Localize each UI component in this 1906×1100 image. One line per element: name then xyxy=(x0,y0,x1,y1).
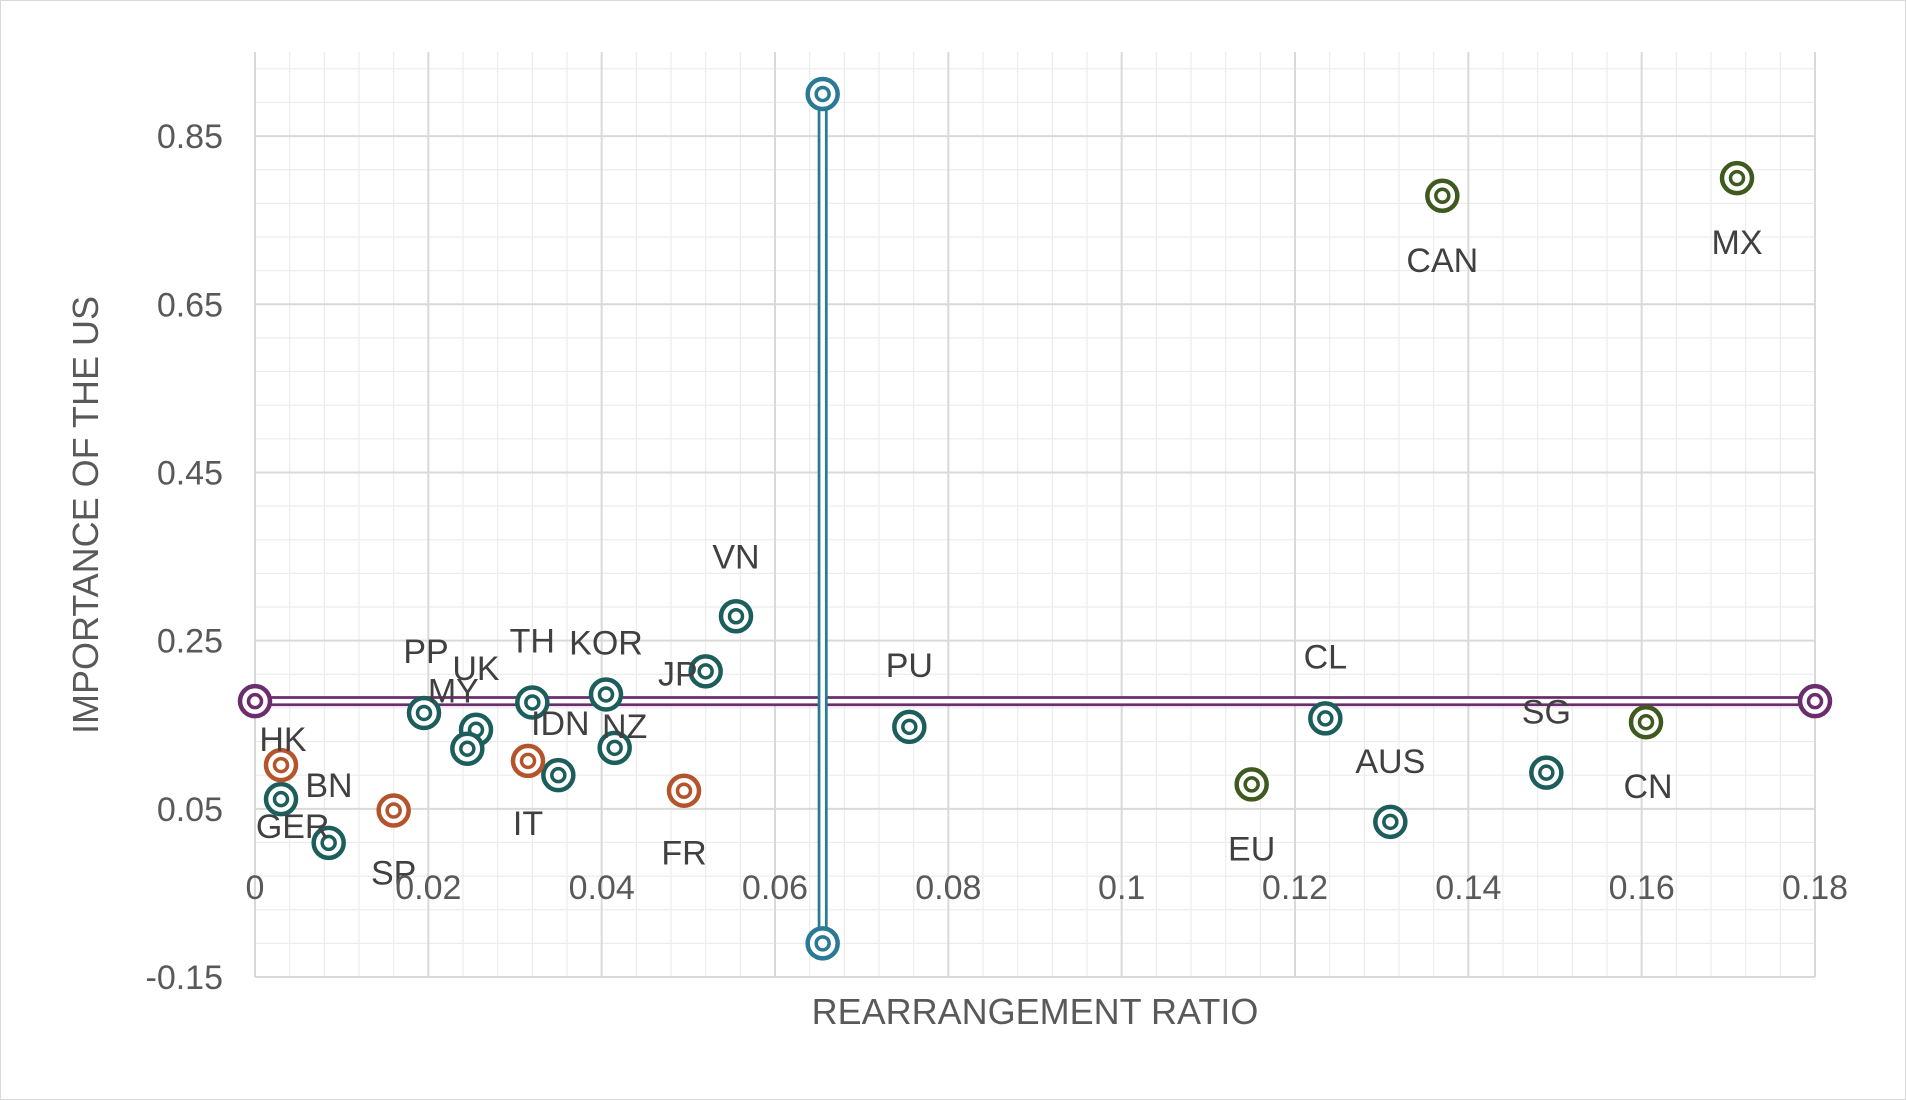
tick-labels: 0 0.02 0.04 0.06 0.08 0.1 0.12 0.14 0.16 0.18 0.85… xyxy=(146,118,1849,997)
x-tick-label: 0.02 xyxy=(395,869,461,907)
x-tick-label: 0.1 xyxy=(1098,869,1145,907)
x-tick-label: 0.14 xyxy=(1435,869,1501,907)
point-cl xyxy=(1308,701,1343,736)
horizontal-reference-line-start-marker xyxy=(237,683,273,719)
point-label-fr: FR xyxy=(661,835,706,873)
point-ger xyxy=(311,825,346,861)
point-eu xyxy=(1234,767,1269,802)
point-label-it: IT xyxy=(513,805,543,843)
point-label-bn: BN xyxy=(305,767,352,805)
point-idn xyxy=(541,757,576,793)
point-can xyxy=(1425,178,1460,214)
y-axis-title: IMPORTANCE OF THE US xyxy=(65,296,106,734)
point-th xyxy=(515,685,550,720)
point-label-sp: SP xyxy=(371,855,416,893)
x-tick-label: 0.18 xyxy=(1782,869,1848,907)
point-jp xyxy=(688,654,723,689)
point-label-mx: MX xyxy=(1712,224,1763,262)
data-points xyxy=(263,160,1755,861)
y-tick-label: 0.25 xyxy=(157,623,223,661)
x-tick-label: 0.12 xyxy=(1262,869,1328,907)
point-label-cl: CL xyxy=(1304,638,1347,676)
minor-gridlines xyxy=(254,52,1816,978)
point-sp xyxy=(376,793,411,828)
point-label-cn: CN xyxy=(1623,768,1672,806)
x-tick-label: 0 xyxy=(246,869,265,907)
point-label-hk: HK xyxy=(259,721,307,759)
point-label-pp: PP xyxy=(403,633,448,671)
y-tick-label: 0.05 xyxy=(157,791,223,829)
x-tick-label: 0.04 xyxy=(569,869,635,907)
y-tick-label: 0.65 xyxy=(157,286,223,324)
point-label-jp: JP xyxy=(658,655,698,693)
point-label-sg: SG xyxy=(1522,694,1571,732)
point-aus xyxy=(1373,804,1408,840)
major-gridlines xyxy=(254,52,1816,978)
point-my xyxy=(450,731,485,766)
vertical-reference-line-end-marker xyxy=(805,76,840,112)
y-tick-label: -0.15 xyxy=(146,959,224,997)
point-label-uk: UK xyxy=(452,650,500,688)
reference-lines xyxy=(237,76,1833,961)
point-label-pu: PU xyxy=(886,647,933,685)
point-sg xyxy=(1529,755,1564,790)
x-tick-label: 0.06 xyxy=(742,869,808,907)
point-nz xyxy=(597,730,632,766)
point-label-th: TH xyxy=(510,622,555,660)
point-it xyxy=(510,743,546,779)
point-pu xyxy=(892,709,927,745)
point-pp xyxy=(406,695,442,731)
point-label-can: CAN xyxy=(1406,242,1478,280)
point-bn xyxy=(263,781,299,817)
horizontal-reference-line-end-marker xyxy=(1797,683,1833,719)
point-fr xyxy=(666,773,702,808)
point-label-vn: VN xyxy=(712,538,759,576)
y-tick-label: 0.45 xyxy=(157,454,223,492)
point-label-kor: KOR xyxy=(569,624,643,662)
x-tick-label: 0.08 xyxy=(915,869,981,907)
y-tick-label: 0.85 xyxy=(157,118,223,156)
point-label-ger: GER xyxy=(256,808,330,846)
point-cn xyxy=(1628,704,1664,740)
x-axis-title: REARRANGEMENT RATIO xyxy=(812,991,1259,1032)
point-vn xyxy=(718,599,754,634)
point-label-eu: EU xyxy=(1228,830,1275,868)
point-label-nz: NZ xyxy=(602,708,647,746)
vertical-reference-line-start-marker xyxy=(805,926,840,961)
point-hk xyxy=(263,747,299,783)
point-label-idn: IDN xyxy=(531,705,590,743)
point-label-aus: AUS xyxy=(1355,743,1425,781)
point-mx xyxy=(1719,160,1755,196)
point-label-my: MY xyxy=(428,673,479,711)
point-kor xyxy=(588,677,624,712)
x-tick-label: 0.16 xyxy=(1609,869,1675,907)
